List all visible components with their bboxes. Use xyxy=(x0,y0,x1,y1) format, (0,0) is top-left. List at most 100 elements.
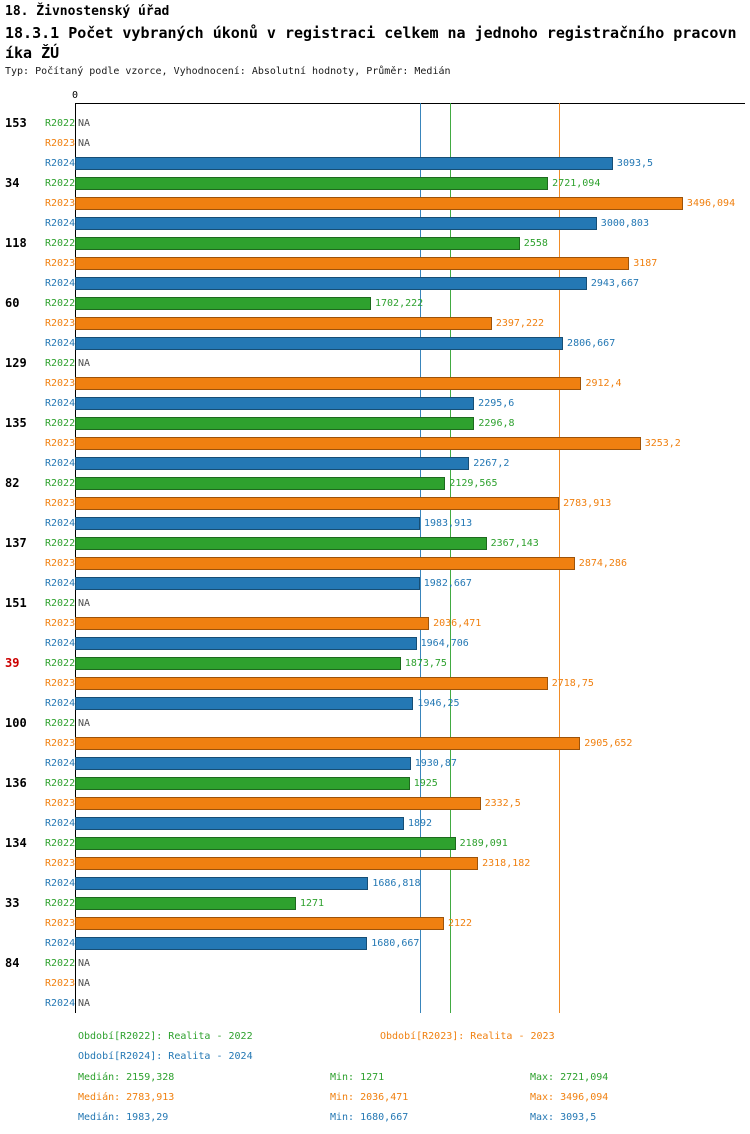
series-label-r2022: R2022 xyxy=(45,537,76,549)
series-label-r2024: R2024 xyxy=(45,517,76,529)
series-label-r2024: R2024 xyxy=(45,457,76,469)
bar-r2022 xyxy=(75,236,520,250)
stat-median-r2024: Medián: 1983,29 xyxy=(78,1112,169,1123)
group-label: 134 xyxy=(5,836,27,850)
chart-row: R2023 2036,471 xyxy=(0,613,745,633)
group-label: 100 xyxy=(5,716,27,730)
row-plot: 1982,667 xyxy=(75,576,745,590)
series-label-r2023: R2023 xyxy=(45,857,76,869)
chart-row: 135 R2022 2296,8 xyxy=(0,413,745,433)
series-label-r2022: R2022 xyxy=(45,177,76,189)
row-plot: NA xyxy=(75,958,745,969)
bar-r2024 xyxy=(75,456,470,470)
bar-r2022 xyxy=(75,776,410,790)
row-plot: 2397,222 xyxy=(75,316,745,330)
stat-max-r2022: Max: 2721,094 xyxy=(530,1072,609,1083)
bar-value-label: 1680,667 xyxy=(371,937,420,949)
group-label: 151 xyxy=(5,596,27,610)
legend-item-r2024: Období[R2024]: Realita - 2024 xyxy=(78,1051,253,1062)
chart-rows: 153 R2022 NA R2023 NA R2024 3093,5 34 R2022 2721,… xyxy=(0,103,750,1013)
bar-r2023 xyxy=(75,376,582,390)
group-label: 137 xyxy=(5,536,27,550)
group-label: 136 xyxy=(5,776,27,790)
bar-r2023 xyxy=(75,616,430,630)
bar-r2022 xyxy=(75,656,401,670)
chart-row: R2023 2912,4 xyxy=(0,373,745,393)
row-plot: 2912,4 xyxy=(75,376,745,390)
bar-r2022 xyxy=(75,536,487,550)
bar-value-label: 2267,2 xyxy=(473,457,510,469)
bar-value-label: 1873,75 xyxy=(404,657,447,669)
bar-value-label: 3187 xyxy=(633,257,658,269)
bar-value-label: 3093,5 xyxy=(616,157,654,169)
bar-value-label: 1964,706 xyxy=(420,637,469,649)
stats: Medián: 2159,328 Min: 1271 Max: 2721,094… xyxy=(0,1072,750,1132)
stat-max-r2023: Max: 3496,094 xyxy=(530,1092,609,1103)
group-label: 118 xyxy=(5,236,27,250)
bar-value-label: 1925 xyxy=(413,777,438,789)
bar-value-label: 1946,25 xyxy=(417,697,460,709)
bar-r2023 xyxy=(75,856,479,870)
bar-value-label: 1271 xyxy=(300,897,325,909)
chart-row: 151 R2022 NA xyxy=(0,593,745,613)
chart-row: 153 R2022 NA xyxy=(0,113,745,133)
chart-row: R2023 3187 xyxy=(0,253,745,273)
series-label-r2023: R2023 xyxy=(45,317,76,329)
chart-row: R2023 3253,2 xyxy=(0,433,745,453)
bar-value-label: 2721,094 xyxy=(552,177,601,189)
bar-r2022 xyxy=(75,896,296,910)
row-plot: 3093,5 xyxy=(75,156,745,170)
bar-r2024 xyxy=(75,876,369,890)
series-label-r2023: R2023 xyxy=(45,377,76,389)
bar-value-label: 2295,6 xyxy=(478,397,515,409)
series-label-r2023: R2023 xyxy=(45,917,76,929)
series-label-r2024: R2024 xyxy=(45,217,76,229)
row-plot: 2943,667 xyxy=(75,276,745,290)
series-label-r2023: R2023 xyxy=(45,737,76,749)
row-plot: 2296,8 xyxy=(75,416,745,430)
bar-r2024 xyxy=(75,216,597,230)
row-plot: 1873,75 xyxy=(75,656,745,670)
row-plot: 2718,75 xyxy=(75,676,745,690)
chart-row: R2024 2806,667 xyxy=(0,333,745,353)
x-axis-origin-label: 0 xyxy=(71,90,79,101)
row-plot: NA xyxy=(75,598,745,609)
chart-row: R2024 3000,803 xyxy=(0,213,745,233)
series-label-r2024: R2024 xyxy=(45,697,76,709)
chart-row: 129 R2022 NA xyxy=(0,353,745,373)
bar-r2023 xyxy=(75,496,560,510)
chart-row: R2023 2397,222 xyxy=(0,313,745,333)
chart-row: 134 R2022 2189,091 xyxy=(0,833,745,853)
row-plot: 1925 xyxy=(75,776,745,790)
chart-row: R2024 1680,667 xyxy=(0,933,745,953)
stat-median-r2022: Medián: 2159,328 xyxy=(78,1072,175,1083)
chart-row: R2023 3496,094 xyxy=(0,193,745,213)
series-label-r2024: R2024 xyxy=(45,757,76,769)
series-label-r2022: R2022 xyxy=(45,837,76,849)
series-label-r2023: R2023 xyxy=(45,497,76,509)
row-plot: 2122 xyxy=(75,916,745,930)
bar-value-label: 2806,667 xyxy=(567,337,616,349)
row-plot: 1892 xyxy=(75,816,745,830)
bar-value-label: 2332,5 xyxy=(484,797,521,809)
bar-r2024 xyxy=(75,516,420,530)
chart-row: R2024 1892 xyxy=(0,813,745,833)
bar-r2022 xyxy=(75,176,549,190)
bar-value-label: 2318,182 xyxy=(482,857,531,869)
bar-value-label: 2558 xyxy=(523,237,548,249)
series-label-r2022: R2022 xyxy=(45,777,76,789)
bar-value-label: 1983,913 xyxy=(423,517,473,529)
series-label-r2023: R2023 xyxy=(45,977,76,989)
na-value-label: NA xyxy=(78,137,91,149)
chart-meta: Typ: Počítaný podle vzorce, Vyhodnocení:… xyxy=(5,66,451,77)
series-label-r2024: R2024 xyxy=(45,817,76,829)
bar-value-label: 1892 xyxy=(408,817,433,829)
row-plot: NA xyxy=(75,978,745,989)
chart-row: 118 R2022 2558 xyxy=(0,233,745,253)
bar-r2023 xyxy=(75,316,492,330)
row-plot: 1964,706 xyxy=(75,636,745,650)
bar-r2024 xyxy=(75,816,404,830)
row-plot: 2874,286 xyxy=(75,556,745,570)
series-label-r2024: R2024 xyxy=(45,637,76,649)
